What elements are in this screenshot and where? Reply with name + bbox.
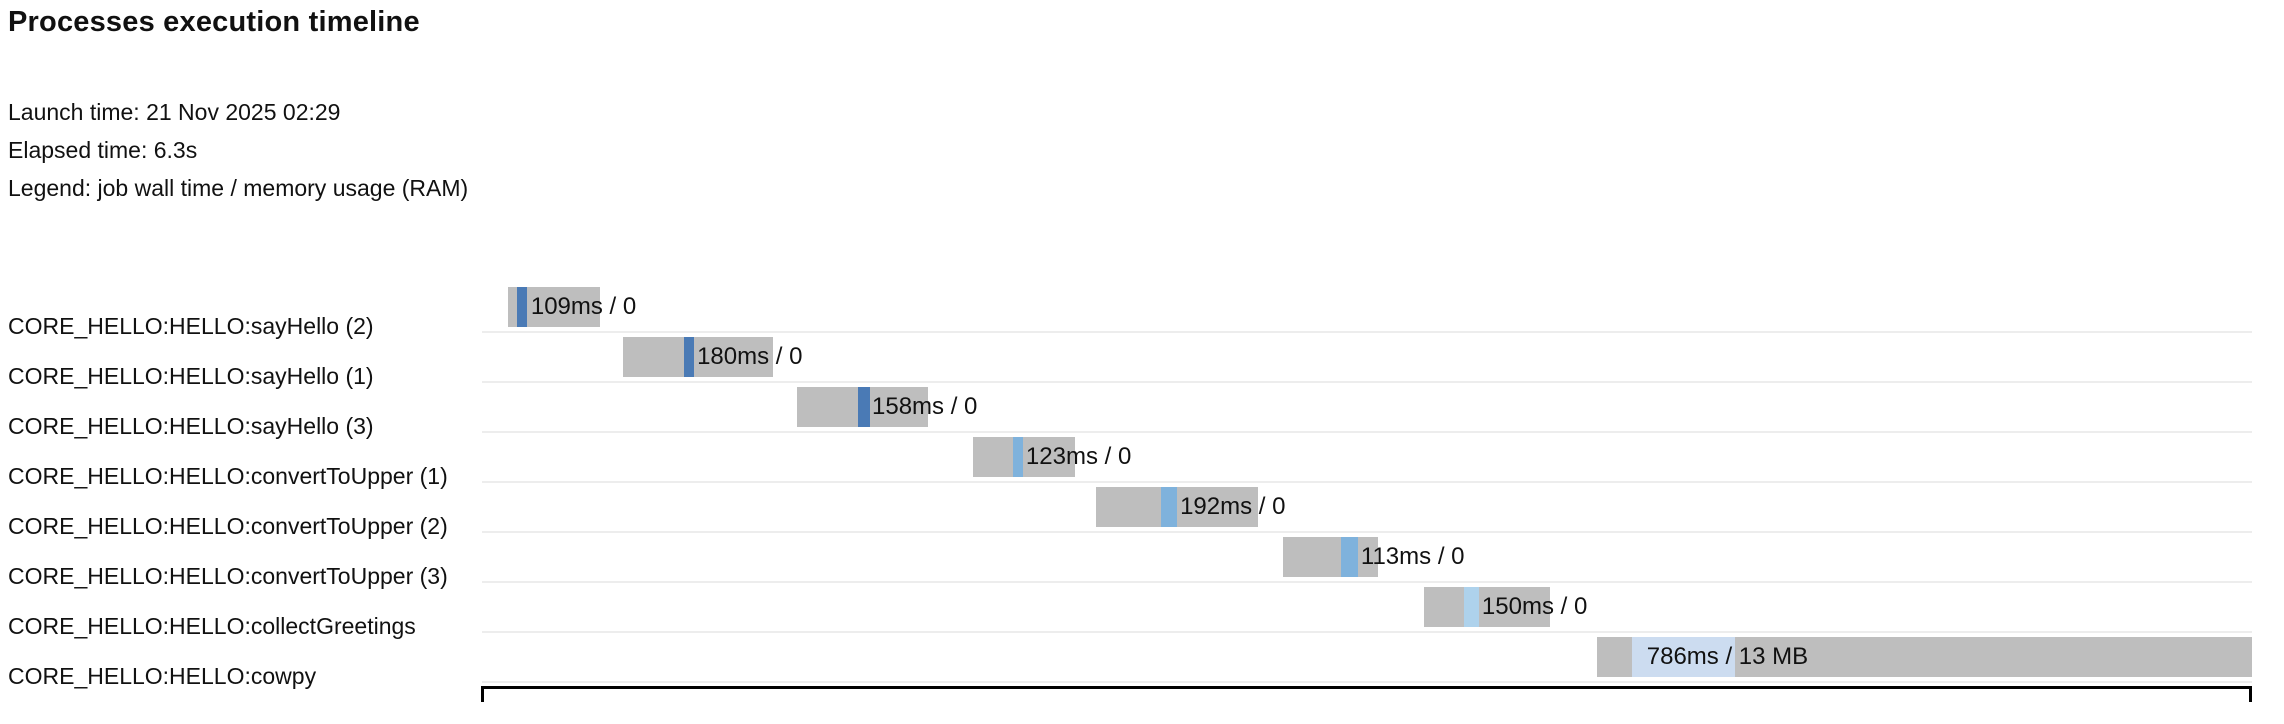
row-separator: [482, 681, 2252, 683]
task-bar: [1096, 487, 1259, 527]
time-axis-tick-start: [481, 686, 484, 702]
task-bar: [622, 337, 773, 377]
process-label: CORE_HELLO:HELLO:collectGreetings: [8, 613, 416, 639]
task-metrics-label: 150ms / 0: [1481, 593, 1588, 620]
row-separator: [482, 331, 2252, 333]
task-metrics-label: 180ms / 0: [697, 343, 803, 370]
task-bar: [973, 437, 1076, 477]
task-bar: [1283, 537, 1379, 577]
task-metrics-label: 123ms / 0: [1025, 443, 1132, 470]
row-separator: [482, 631, 2252, 633]
elapsed-time-text: Elapsed time: 6.3s: [8, 137, 198, 163]
task-run-segment: [1463, 587, 1480, 627]
task-metrics-label: 158ms / 0: [872, 393, 978, 420]
task-run-segment: [857, 387, 871, 427]
time-axis-line: [481, 686, 2252, 689]
task-metrics-label: 192ms / 0: [1180, 493, 1286, 520]
row-separator: [482, 431, 2252, 433]
task-metrics-label: 113ms / 0: [1360, 543, 1465, 570]
task-run-segment: [1631, 637, 1735, 677]
legend-text: Legend: job wall time / memory usage (RA…: [8, 175, 469, 201]
page-title: Processes execution timeline: [8, 6, 420, 38]
process-label: CORE_HELLO:HELLO:convertToUpper (3): [8, 563, 448, 589]
launch-time-text: Launch time: 21 Nov 2025 02:29: [8, 99, 341, 125]
row-separator: [482, 581, 2252, 583]
process-label: CORE_HELLO:HELLO:convertToUpper (1): [8, 463, 448, 489]
time-axis-tick-end: [2249, 686, 2252, 702]
row-separator: [482, 381, 2252, 383]
task-metrics-label: 109ms / 0: [530, 293, 637, 320]
process-label: CORE_HELLO:HELLO:cowpy: [8, 663, 317, 689]
task-run-segment: [517, 287, 527, 327]
task-run-segment: [1160, 487, 1177, 527]
process-label: CORE_HELLO:HELLO:sayHello (2): [8, 313, 374, 339]
task-metrics-label: 786ms / 13 MB: [1646, 643, 1809, 670]
task-run-segment: [683, 337, 694, 377]
row-separator: [482, 531, 2252, 533]
process-label: CORE_HELLO:HELLO:sayHello (3): [8, 413, 374, 439]
task-bar: [1424, 587, 1550, 627]
process-label: CORE_HELLO:HELLO:convertToUpper (2): [8, 513, 448, 539]
row-separator: [482, 481, 2252, 483]
report-meta: Launch time: 21 Nov 2025 02:29 Elapsed t…: [8, 93, 468, 207]
process-label: CORE_HELLO:HELLO:sayHello (1): [8, 363, 374, 389]
task-run-segment: [1012, 437, 1024, 477]
task-run-segment: [1340, 537, 1359, 577]
